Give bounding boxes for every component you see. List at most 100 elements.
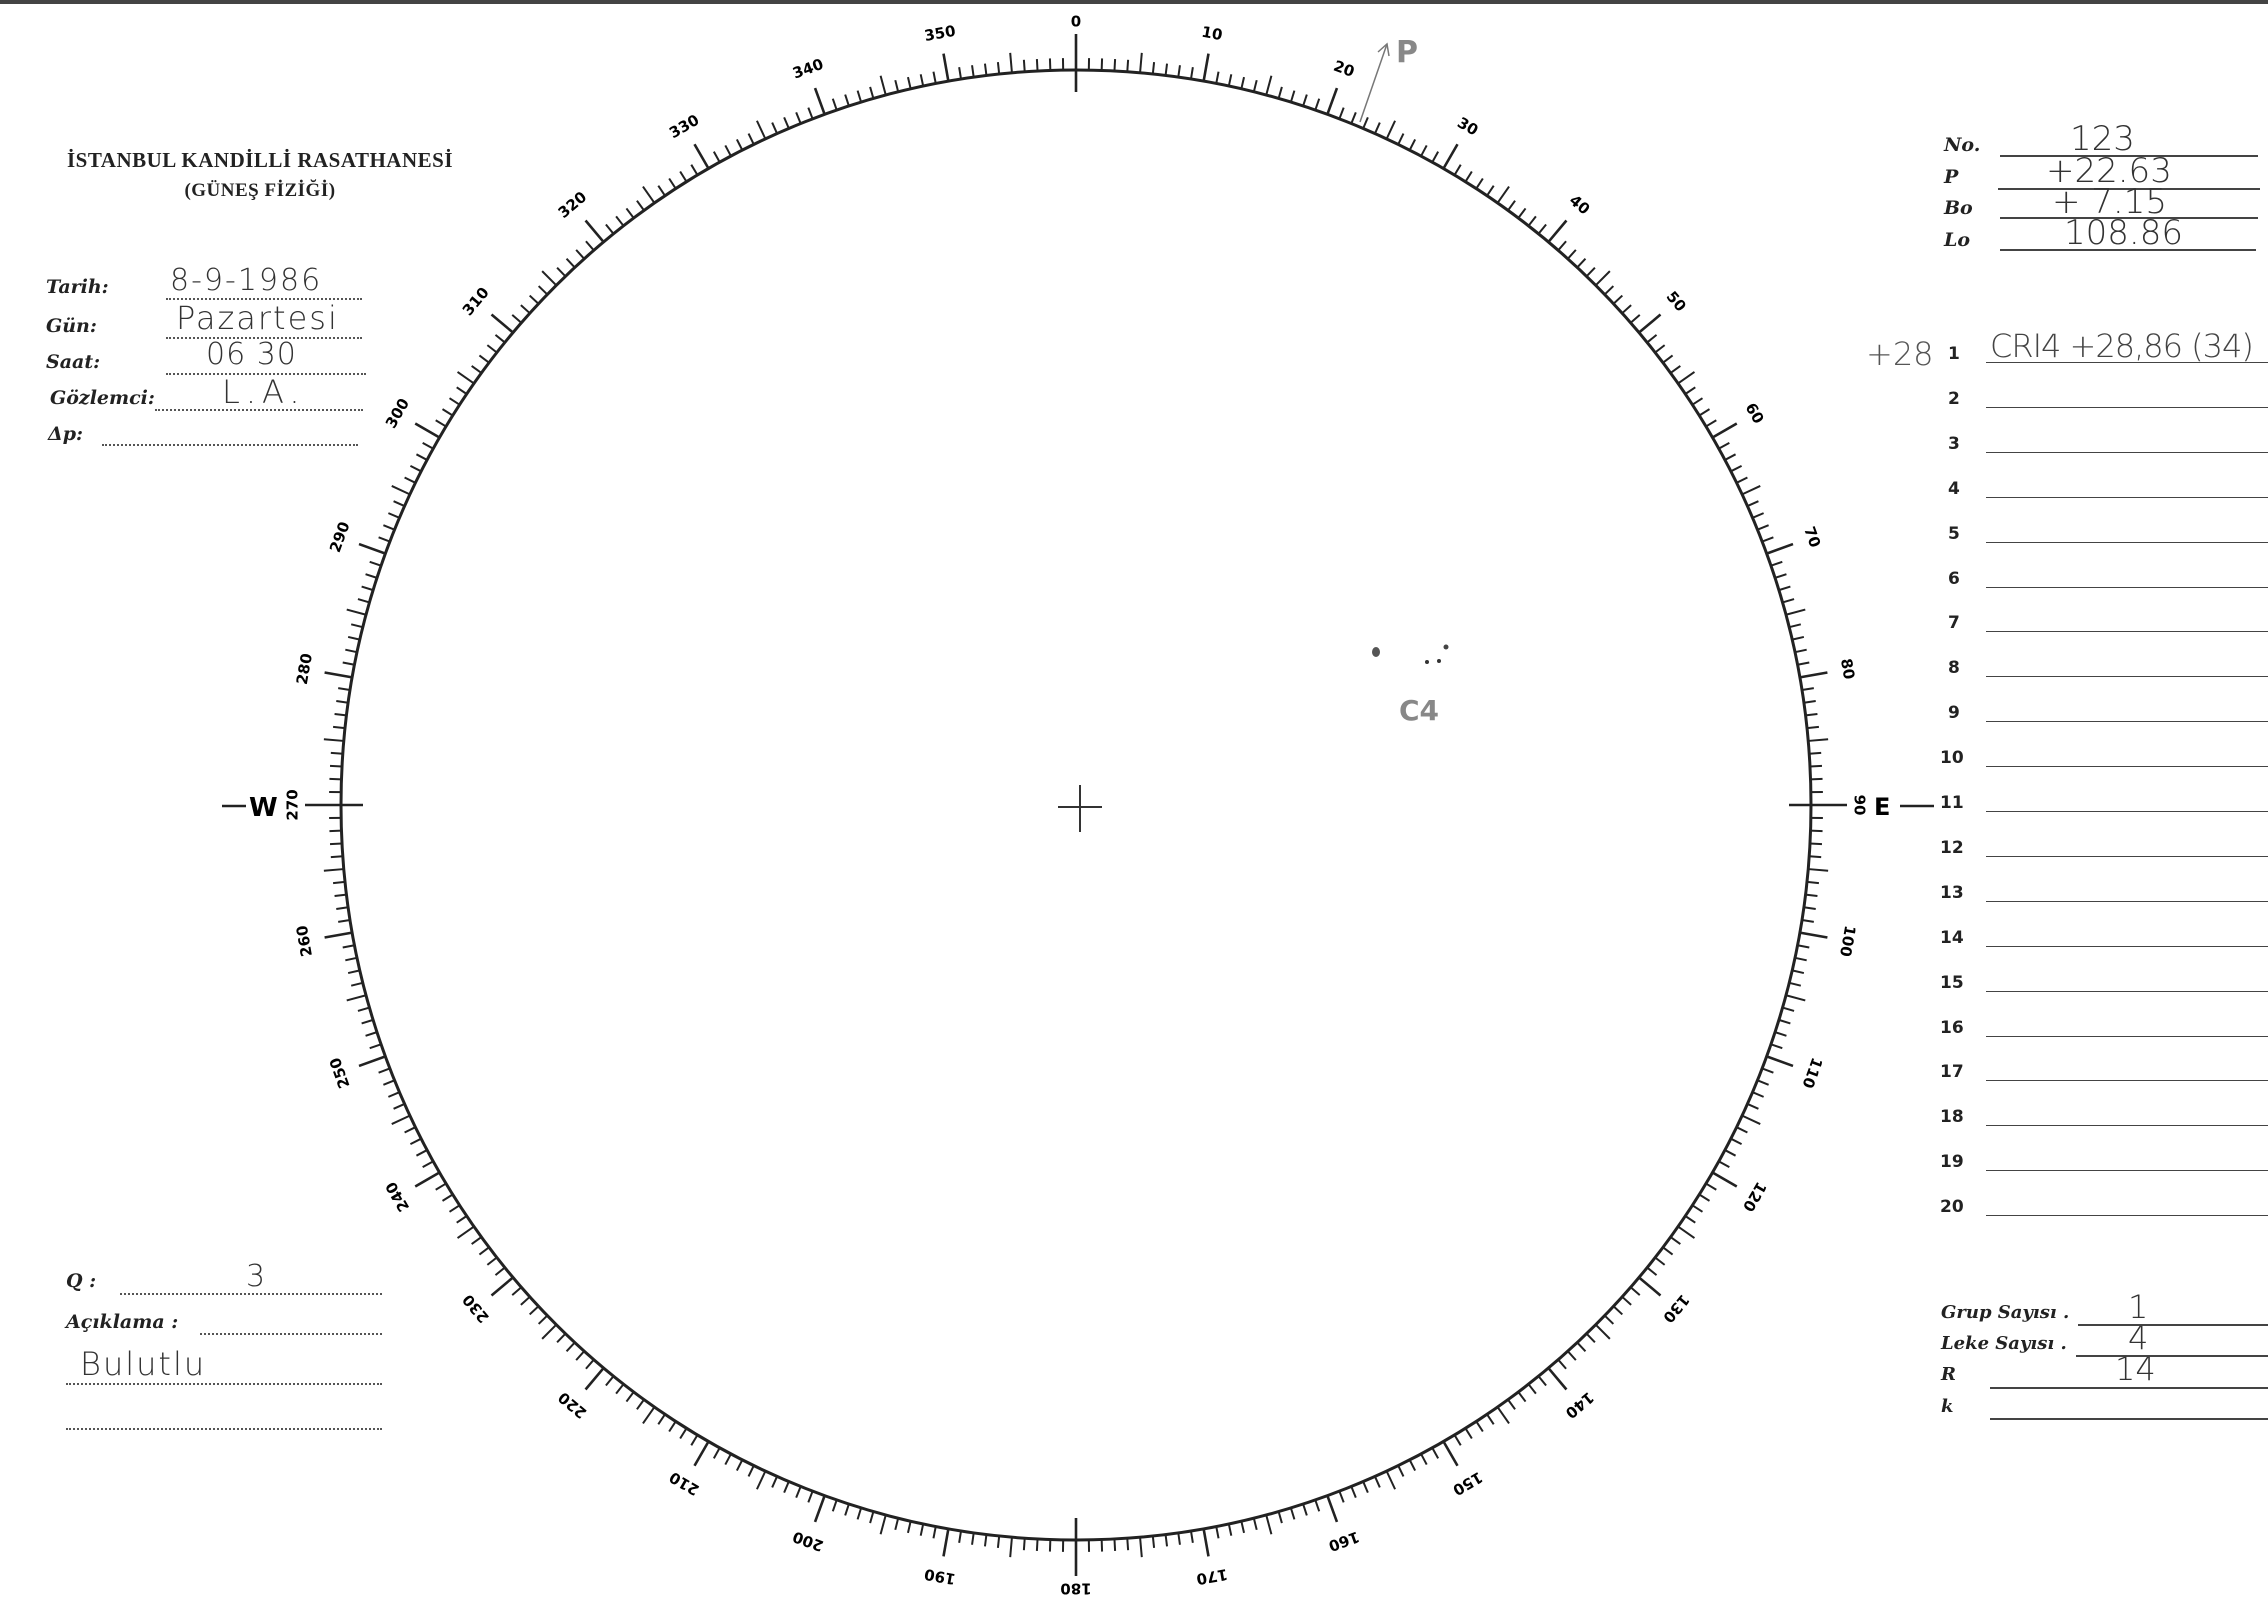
degree-tick [996, 1535, 1001, 1549]
group-row-line[interactable] [1986, 1080, 2268, 1082]
degree-tick [1338, 107, 1345, 120]
degree-tick [1785, 994, 1806, 1002]
degree-tick [1761, 1067, 1774, 1074]
degree-tick [625, 207, 635, 219]
degree-label: 20 [1331, 57, 1357, 81]
group-row-line[interactable] [1986, 1215, 2268, 1217]
bo-value[interactable]: + 7.15 [2052, 182, 2167, 222]
degree-tick [323, 738, 344, 742]
degree-label: 310 [459, 284, 493, 320]
degree-tick [856, 90, 863, 103]
degree-tick [1126, 1538, 1130, 1551]
degree-tick [435, 419, 447, 428]
degree-tick [1408, 1459, 1417, 1472]
degree-label: 80 [1837, 657, 1858, 681]
observer-label: Gözlemci: [50, 387, 155, 409]
degree-tick [1289, 1507, 1296, 1520]
degree-tick [807, 1490, 814, 1503]
group-row-line[interactable] [1986, 721, 2268, 723]
p-value[interactable]: +22.63 [2046, 151, 2172, 191]
group-row-number: 3 [1948, 433, 1960, 454]
group-row-line[interactable] [1986, 406, 2268, 408]
degree-tick [415, 1149, 428, 1157]
degree-tick [324, 671, 353, 679]
lo-value[interactable]: 108.86 [2064, 213, 2183, 253]
group-row-number: 10 [1940, 748, 1964, 769]
degree-tick [1189, 67, 1194, 80]
group-row-line[interactable] [1986, 496, 2268, 498]
group-row-line[interactable] [1986, 631, 2268, 633]
group-row-line[interactable] [1986, 541, 2268, 543]
degree-tick [1809, 751, 1822, 755]
degree-tick [1662, 1246, 1674, 1256]
no-line [2000, 155, 2258, 157]
group-row-line[interactable] [1986, 676, 2268, 678]
degree-tick [345, 956, 358, 962]
degree-tick [1177, 1532, 1181, 1545]
degree-tick [456, 386, 468, 395]
degree-tick [636, 200, 645, 211]
degree-tick [369, 560, 382, 567]
time-line [166, 373, 366, 375]
west-label: W [249, 793, 278, 823]
k-label: k [1941, 1396, 1954, 1417]
degree-label: 320 [555, 188, 591, 222]
degree-tick [1557, 1359, 1567, 1370]
degree-tick [1774, 573, 1787, 579]
group-row-line[interactable] [1986, 855, 2268, 857]
degree-tick [1662, 354, 1674, 364]
no-value[interactable]: 123 [2070, 119, 2135, 159]
degree-tick [747, 1465, 755, 1477]
degree-tick [448, 1204, 461, 1213]
degree-tick [387, 512, 400, 519]
degree-tick [1189, 1530, 1194, 1543]
degree-tick [1747, 1103, 1759, 1110]
degree-tick [1035, 58, 1039, 72]
observer-value[interactable]: L.A. [222, 373, 306, 411]
group-row-line[interactable] [1986, 362, 2268, 363]
degree-tick [919, 74, 925, 87]
group-row-line[interactable] [1986, 990, 2268, 992]
group-row-line[interactable] [1986, 945, 2268, 947]
degree-tick [795, 1486, 802, 1498]
row1-value[interactable]: CRI4 +28,86 (34) [1990, 327, 2254, 365]
group-row-line[interactable] [1986, 766, 2268, 768]
group-row-line[interactable] [1986, 900, 2268, 902]
degree-tick [906, 76, 912, 90]
group-count-value[interactable]: 1 [2128, 1288, 2149, 1326]
group-row-line[interactable] [1986, 1125, 2268, 1127]
group-row-line[interactable] [1986, 1170, 2268, 1172]
group-row-line[interactable] [1986, 1035, 2268, 1037]
degree-tick [1809, 842, 1823, 846]
degree-tick [1782, 1006, 1795, 1012]
group-row-line[interactable] [1986, 451, 2268, 453]
group-row-number: 9 [1948, 703, 1960, 724]
group-row-line[interactable] [1986, 811, 2268, 812]
r-value[interactable]: 14 [2115, 1350, 2156, 1388]
degree-tick [1576, 257, 1587, 269]
q-value[interactable]: 3 [246, 1259, 266, 1294]
degree-tick [1711, 422, 1738, 439]
degree-tick [1585, 1333, 1596, 1344]
degree-tick [1785, 608, 1806, 616]
degree-scale [305, 34, 1847, 1576]
date-value[interactable]: 8-9-1986 [170, 263, 323, 298]
degree-tick [1374, 1476, 1381, 1488]
degree-tick [971, 1532, 975, 1545]
degree-label: 130 [1659, 1291, 1693, 1327]
degree-tick [668, 1420, 677, 1433]
remark-value[interactable]: Bulutlu [80, 1345, 207, 1383]
q-label: Q : [66, 1270, 97, 1292]
day-value[interactable]: Pazartesi [176, 299, 339, 337]
time-value[interactable]: 06 30 [206, 337, 297, 372]
degree-tick [983, 1534, 988, 1547]
degree-tick [856, 1507, 863, 1520]
degree-tick [724, 144, 732, 157]
degree-tick [1691, 397, 1704, 406]
spot-count-value[interactable]: 4 [2128, 1319, 2149, 1357]
degree-tick [1698, 1193, 1711, 1202]
degree-tick [1374, 122, 1381, 134]
group-row-line[interactable] [1986, 586, 2268, 588]
degree-tick [541, 270, 557, 286]
degree-tick [365, 573, 378, 579]
